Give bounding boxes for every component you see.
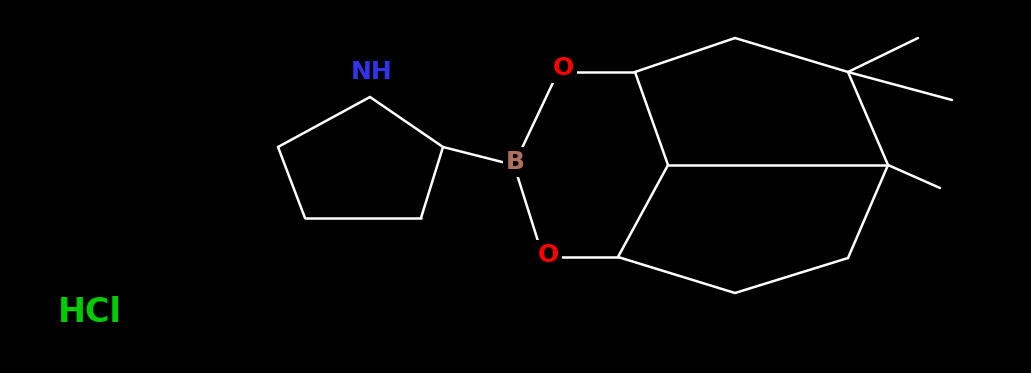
Text: B: B [505, 150, 525, 174]
Text: HCl: HCl [58, 297, 122, 329]
Text: NH: NH [352, 60, 393, 84]
Text: O: O [537, 243, 559, 267]
Text: O: O [553, 56, 573, 80]
